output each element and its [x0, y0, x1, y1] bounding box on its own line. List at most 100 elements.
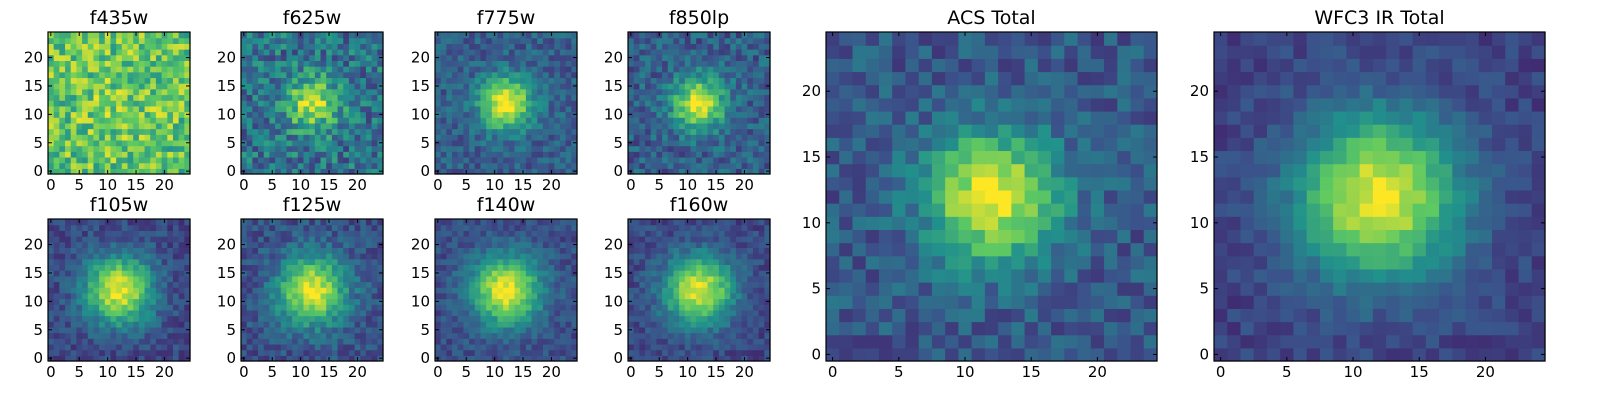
- heatmap-cell: [337, 122, 344, 130]
- heatmap-cell: [673, 122, 680, 130]
- heatmap-cell: [286, 145, 293, 152]
- heatmap-cell: [172, 270, 180, 277]
- heatmap-cell: [116, 54, 123, 61]
- heatmap-cell: [348, 241, 356, 248]
- heatmap-cell: [167, 241, 174, 248]
- heatmap-cell: [286, 287, 293, 294]
- heatmap-cell: [548, 270, 555, 277]
- heatmap-cell: [724, 117, 731, 124]
- heatmap-cell: [241, 224, 248, 231]
- heatmap-cell: [764, 100, 771, 107]
- heatmap-cell: [178, 270, 185, 277]
- heatmap-cell: [292, 275, 299, 283]
- heatmap-cell: [87, 105, 95, 113]
- heatmap-cell: [297, 60, 305, 67]
- heatmap-cell: [48, 321, 55, 328]
- heatmap-cell: [446, 275, 453, 283]
- y-tick-label: 5: [420, 134, 430, 152]
- heatmap-cell: [184, 162, 191, 169]
- heatmap-cell: [531, 270, 538, 277]
- heatmap-cell: [110, 88, 117, 96]
- heatmap-cell: [662, 275, 669, 283]
- heatmap-cell: [469, 105, 476, 113]
- heatmap-cell: [76, 54, 83, 61]
- heatmap-cell: [452, 88, 459, 96]
- heatmap-cell: [554, 43, 561, 50]
- heatmap-cell: [297, 111, 305, 118]
- heatmap-cell: [292, 224, 299, 231]
- heatmap-cell: [554, 292, 561, 300]
- heatmap-cell: [53, 54, 60, 61]
- heatmap-cell: [314, 224, 322, 231]
- x-tick-label: 10: [291, 176, 310, 194]
- heatmap-cell: [144, 162, 151, 169]
- heatmap-cell: [354, 292, 361, 300]
- heatmap-cell: [263, 83, 270, 90]
- heatmap-cell: [93, 139, 100, 147]
- heatmap-cell: [354, 128, 361, 135]
- heatmap-cell: [116, 168, 123, 175]
- heatmap-cell: [121, 134, 129, 141]
- heatmap-cell: [161, 43, 168, 50]
- heatmap-cell: [48, 43, 55, 50]
- heatmap-cell: [269, 128, 276, 135]
- heatmap-cell: [331, 321, 339, 328]
- heatmap-cell: [684, 43, 692, 50]
- heatmap-cell: [662, 355, 669, 362]
- heatmap-cell: [713, 43, 720, 50]
- heatmap-cell: [503, 315, 510, 322]
- panel-title: f140w: [477, 194, 536, 216]
- heatmap-cell: [121, 355, 129, 362]
- heatmap-cell: [514, 219, 521, 226]
- heatmap-cell: [679, 37, 686, 44]
- heatmap-cell: [93, 355, 100, 362]
- heatmap-cell: [452, 66, 459, 73]
- heatmap-cell: [269, 139, 276, 147]
- heatmap-cell: [497, 111, 504, 118]
- heatmap-cell: [690, 156, 697, 164]
- heatmap-cell: [320, 88, 327, 96]
- heatmap-cell: [297, 258, 305, 266]
- heatmap-cell: [713, 275, 720, 283]
- heatmap-cell: [713, 83, 720, 90]
- heatmap-cell: [258, 37, 265, 44]
- heatmap-cell: [696, 275, 703, 283]
- heatmap-cell: [275, 60, 282, 67]
- heatmap-cell: [286, 128, 293, 135]
- heatmap-cell: [93, 292, 100, 300]
- heatmap-cell: [684, 145, 692, 152]
- heatmap-cell: [53, 298, 60, 305]
- heatmap-cell: [548, 236, 555, 243]
- heatmap-cell: [133, 236, 140, 243]
- heatmap-cell: [650, 117, 657, 124]
- heatmap-cell: [480, 49, 487, 56]
- heatmap-cell: [263, 151, 270, 158]
- heatmap-cell: [155, 168, 163, 175]
- heatmap-cell: [645, 338, 652, 345]
- heatmap-cell: [59, 117, 66, 124]
- heatmap-cell: [531, 241, 538, 248]
- heatmap-cell: [446, 54, 453, 61]
- heatmap-cell: [684, 139, 692, 147]
- heatmap-cell: [53, 309, 60, 317]
- heatmap-cell: [246, 258, 253, 266]
- heatmap-cell: [371, 315, 378, 322]
- heatmap-cell: [514, 88, 521, 96]
- heatmap-cell: [656, 162, 663, 169]
- heatmap-cell: [503, 111, 510, 118]
- heatmap-cell: [758, 298, 765, 305]
- heatmap-cell: [337, 270, 344, 277]
- heatmap-cell: [559, 298, 567, 305]
- heatmap-cell: [452, 332, 459, 339]
- heatmap-cell: [542, 236, 550, 243]
- heatmap-cell: [70, 224, 77, 231]
- heatmap-cell: [161, 151, 168, 158]
- heatmap-cell: [662, 88, 669, 96]
- heatmap-cell: [297, 321, 305, 328]
- heatmap-cell: [440, 230, 447, 237]
- heatmap-cell: [320, 230, 327, 237]
- heatmap-cell: [150, 275, 157, 283]
- heatmap-cell: [656, 49, 663, 56]
- heatmap-cell: [365, 326, 373, 334]
- heatmap-cell: [463, 111, 470, 118]
